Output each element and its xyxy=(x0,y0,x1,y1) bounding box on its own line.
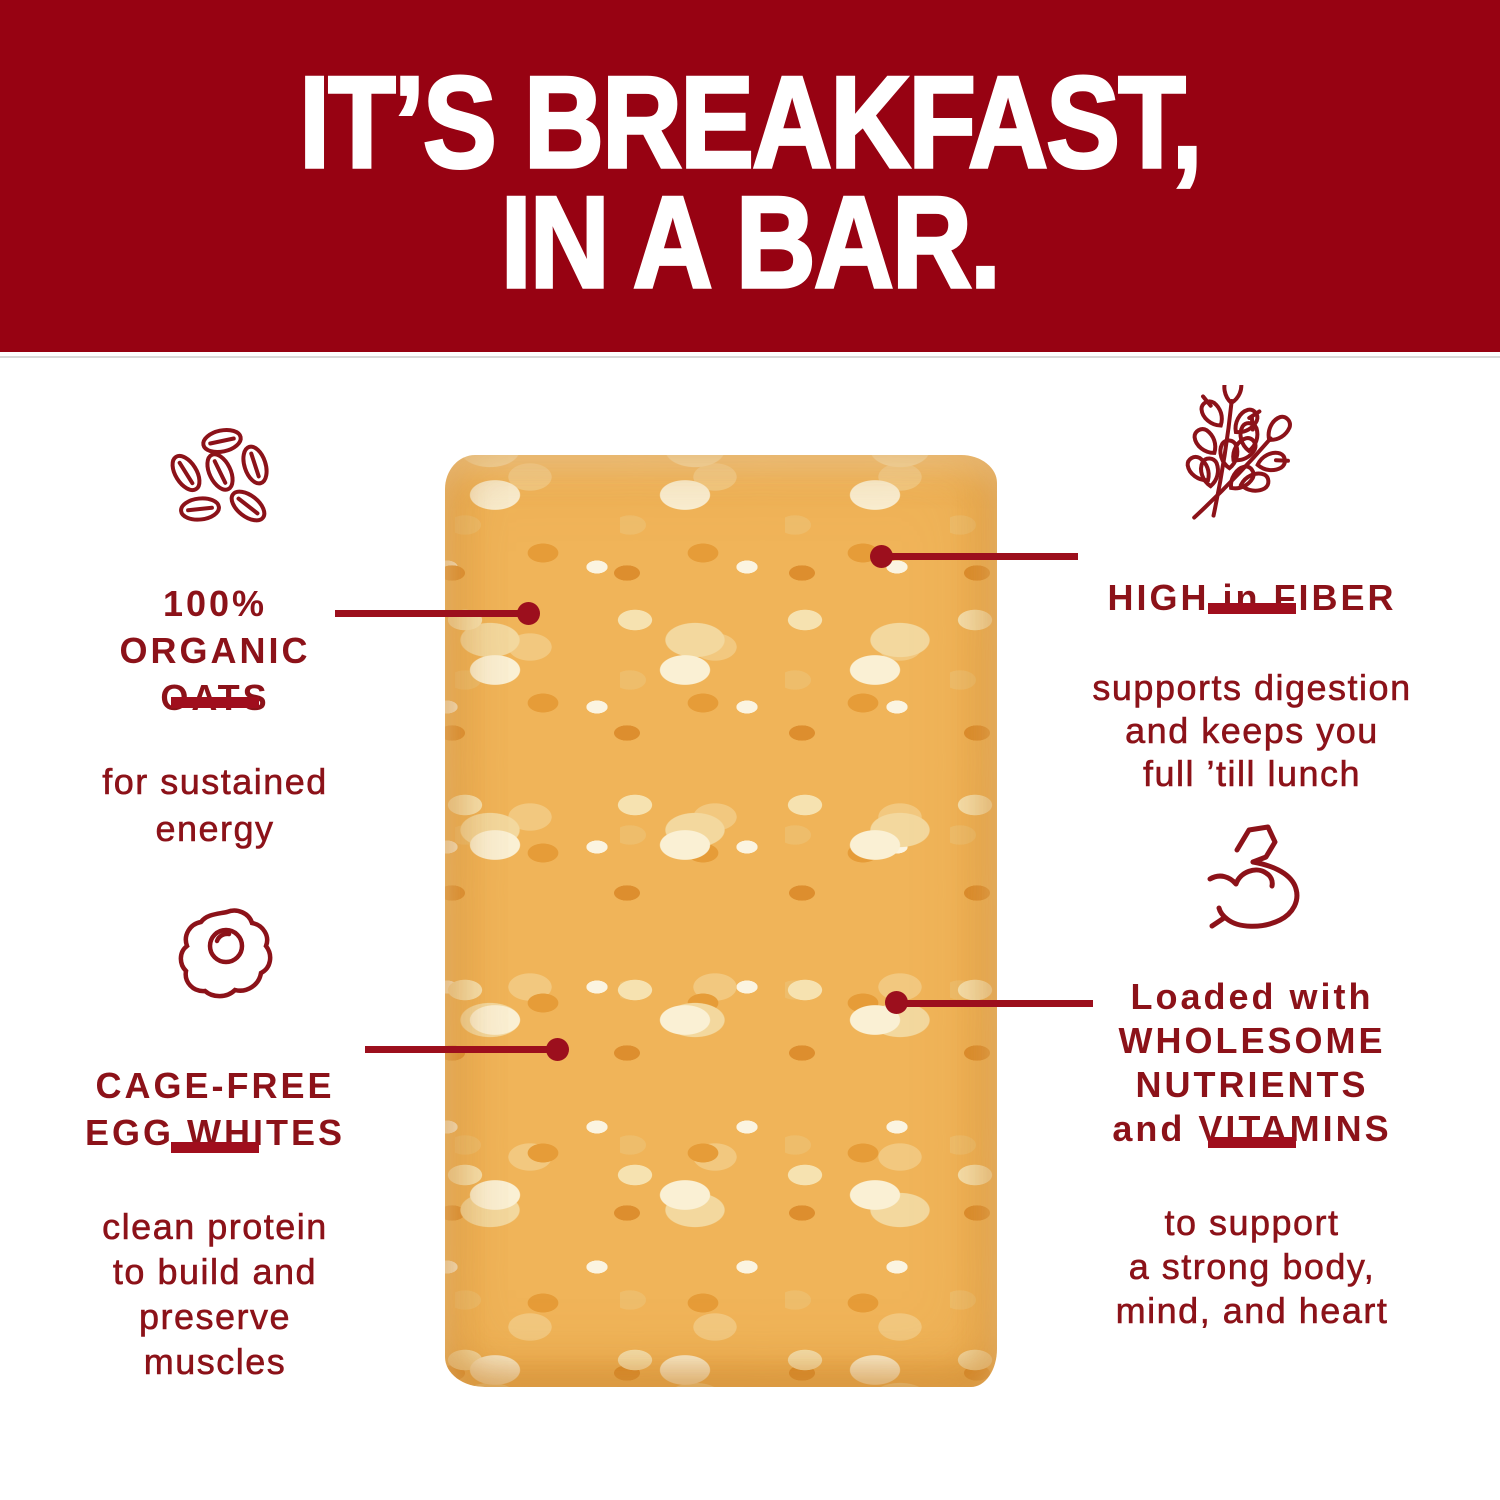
body-line: to support xyxy=(1164,1202,1340,1244)
body-line: muscles xyxy=(143,1341,287,1383)
body-line: preserve xyxy=(138,1296,292,1338)
banner: IT’S BREAKFAST, IN A BAR. xyxy=(0,0,1500,352)
body-line: a strong body, xyxy=(1128,1246,1376,1288)
flexed-arm-icon xyxy=(1190,815,1320,935)
connector-line-nutrients xyxy=(897,1000,1093,1007)
body-line: full ’till lunch xyxy=(1142,753,1362,795)
title-line: Loaded with xyxy=(1130,976,1374,1017)
granola-bar-image xyxy=(445,455,997,1387)
connector-dot-egg-whites xyxy=(546,1038,569,1061)
title-line: WHOLESOME xyxy=(1118,1020,1386,1061)
connector-line-organic-oats xyxy=(335,610,528,617)
wheat-stalks-icon xyxy=(1180,385,1350,535)
body-line: clean protein xyxy=(102,1206,328,1248)
body-line: and keeps you xyxy=(1125,710,1379,752)
divider-rule xyxy=(171,1142,259,1153)
organic-oats-body: for sustained energy xyxy=(20,758,410,852)
nutrients-title: Loaded with WHOLESOME NUTRIENTS and VITA… xyxy=(1057,975,1447,1151)
divider-rule xyxy=(1208,603,1296,614)
divider-rule xyxy=(171,697,259,708)
connector-dot-high-fiber xyxy=(870,545,893,568)
connector-dot-organic-oats xyxy=(517,602,540,625)
nutrients-body: to support a strong body, mind, and hear… xyxy=(1057,1201,1447,1333)
body-line: energy xyxy=(155,808,275,850)
body-line: for sustained xyxy=(102,761,328,803)
title-line: ORGANIC xyxy=(119,630,311,671)
body-line: to build and xyxy=(112,1251,318,1293)
high-fiber-body: supports digestion and keeps you full ’t… xyxy=(1057,666,1447,795)
headline-line-2: IN A BAR. xyxy=(499,167,1002,317)
banner-bottom-hairline xyxy=(0,356,1500,358)
fried-egg-icon xyxy=(177,905,277,1005)
connector-dot-nutrients xyxy=(885,991,908,1014)
divider-rule xyxy=(1208,1137,1296,1148)
egg-whites-body: clean protein to build and preserve musc… xyxy=(20,1204,410,1384)
title-line: CAGE-FREE xyxy=(95,1065,335,1106)
body-line: mind, and heart xyxy=(1115,1290,1389,1332)
title-line: NUTRIENTS xyxy=(1135,1064,1369,1105)
connector-line-egg-whites xyxy=(365,1046,558,1053)
connector-line-high-fiber xyxy=(882,553,1078,560)
oat-grains-icon xyxy=(160,425,285,525)
headline-line-1: IT’S BREAKFAST, xyxy=(298,47,1204,197)
title-line: 100% xyxy=(162,583,268,624)
body-line: supports digestion xyxy=(1092,667,1412,709)
